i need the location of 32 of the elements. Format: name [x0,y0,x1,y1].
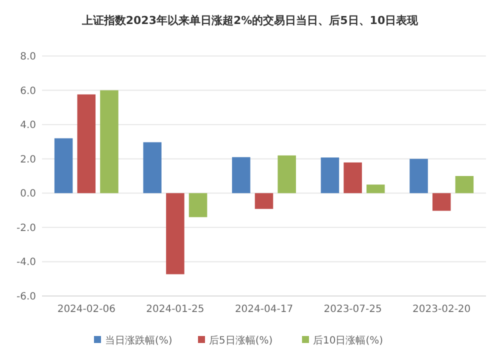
legend-label: 后10日涨幅(%) [313,334,384,346]
bar [143,142,162,194]
bar [54,138,73,194]
legend-label: 后5日涨幅(%) [209,334,273,346]
x-tick-label: 2023-02-20 [412,304,471,315]
bar [254,193,274,209]
x-tick-label: 2024-04-17 [234,304,294,315]
bar [188,193,208,218]
bar [410,158,428,194]
bar [455,176,474,194]
bar [320,157,340,194]
y-tick-label: 8.0 [20,52,36,62]
y-tick-label: 0.0 [20,188,36,200]
x-tick-label: 2023-07-25 [324,304,382,315]
legend-label: 当日涨跌幅(%) [105,334,172,346]
bar [100,90,118,194]
bar [366,184,385,194]
y-tick-label: 4.0 [20,120,36,132]
bar [278,155,296,194]
y-tick-label: 6.0 [20,86,36,97]
y-tick-label: -4.0 [16,257,36,268]
x-tick-label: 2024-02-06 [57,304,116,315]
bar [166,193,184,274]
bar [232,157,250,194]
y-tick-label: 2.0 [20,154,36,166]
y-tick-label: -2.0 [16,222,36,234]
bar [77,94,96,194]
bar [432,193,451,211]
bar [344,162,362,194]
x-tick-label: 2024-01-25 [146,304,204,315]
chart-title: 上证指数2023年以来单日涨超2%的交易日当日、后5日、10日表现 [80,14,420,27]
y-tick-label: -6.0 [16,292,36,302]
